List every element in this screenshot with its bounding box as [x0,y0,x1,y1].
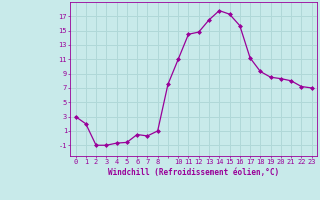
X-axis label: Windchill (Refroidissement éolien,°C): Windchill (Refroidissement éolien,°C) [108,168,279,177]
